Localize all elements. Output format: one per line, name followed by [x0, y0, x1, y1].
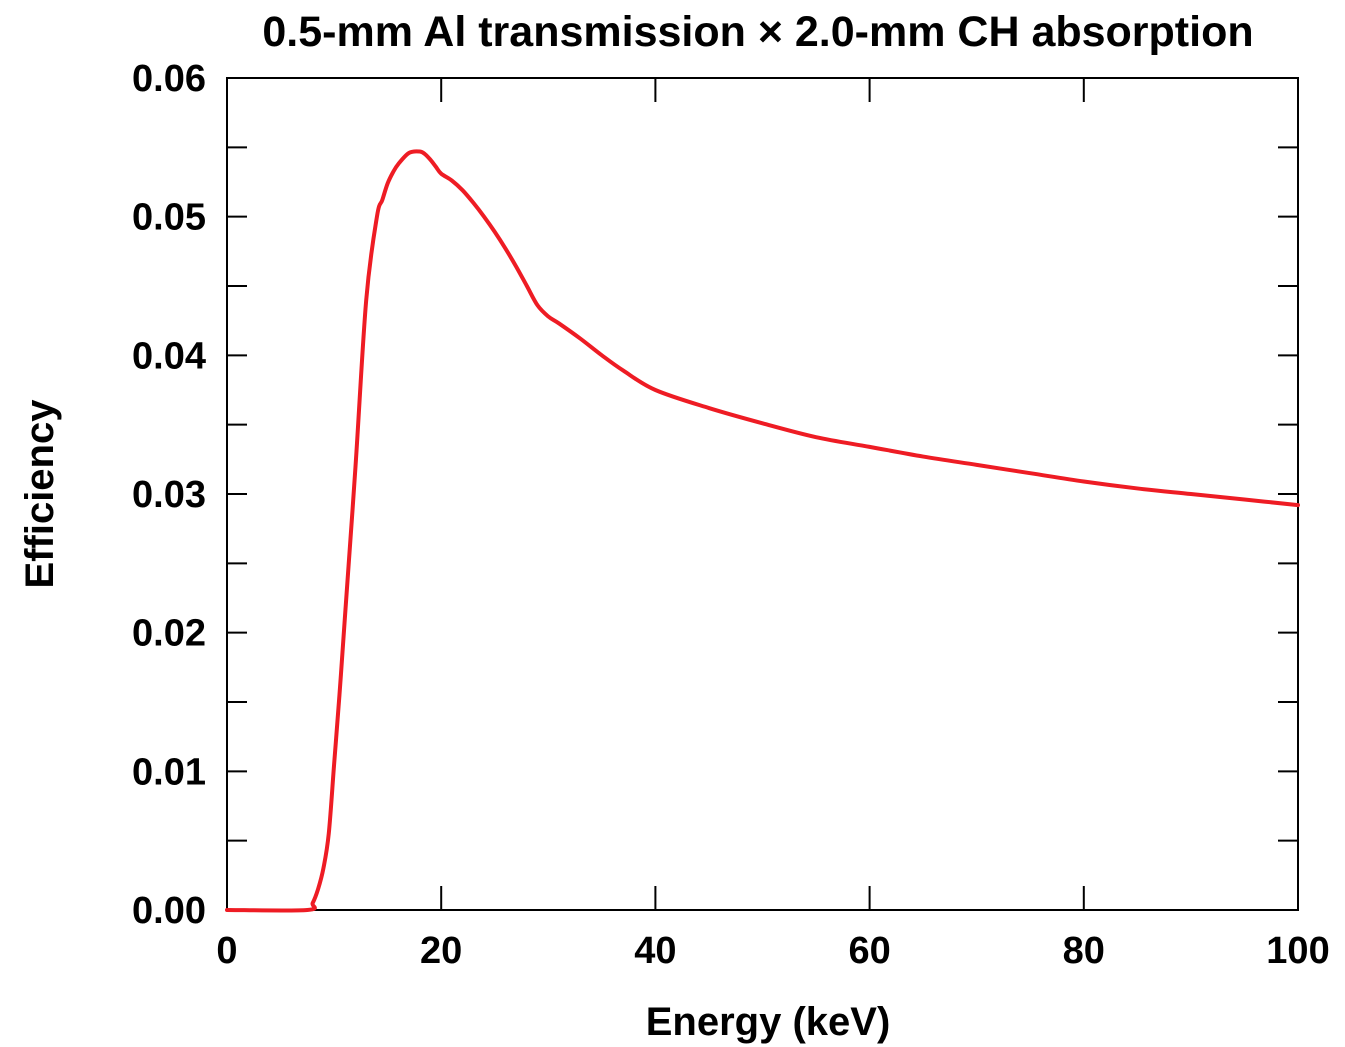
- efficiency-series-line: [225, 149, 1300, 913]
- y-tick-label: 0.04: [132, 335, 206, 377]
- y-axis-tick-labels: 0.00 0.01 0.02 0.03 0.04 0.05 0.06: [132, 58, 206, 932]
- y-tick-label: 0.05: [132, 197, 206, 239]
- y-tick-label: 0.03: [132, 474, 206, 516]
- chart-title: 0.5-mm Al transmission × 2.0-mm CH absor…: [262, 8, 1253, 56]
- y-tick-label: 0.02: [132, 613, 206, 655]
- plot-border: [226, 77, 1299, 911]
- x-tick-label: 60: [848, 930, 890, 972]
- x-tick-label: 40: [634, 930, 676, 972]
- x-axis-tick-labels: 0 20 40 60 80 100: [216, 930, 1329, 972]
- y-tick-label: 0.01: [132, 751, 206, 793]
- y-tick-label: 0.00: [132, 890, 206, 932]
- x-tick-label: 0: [216, 930, 237, 972]
- y-axis-ticks: [227, 77, 1298, 911]
- series-layer: [225, 149, 1300, 913]
- plot-frame: [226, 77, 1299, 911]
- y-axis-label: Efficiency: [18, 399, 62, 589]
- x-tick-label: 80: [1063, 930, 1105, 972]
- x-axis-label: Energy (keV): [646, 1000, 891, 1044]
- x-tick-label: 100: [1266, 930, 1329, 972]
- x-axis-ticks: [226, 78, 1299, 910]
- x-tick-label: 20: [420, 930, 462, 972]
- y-tick-label: 0.06: [132, 58, 206, 100]
